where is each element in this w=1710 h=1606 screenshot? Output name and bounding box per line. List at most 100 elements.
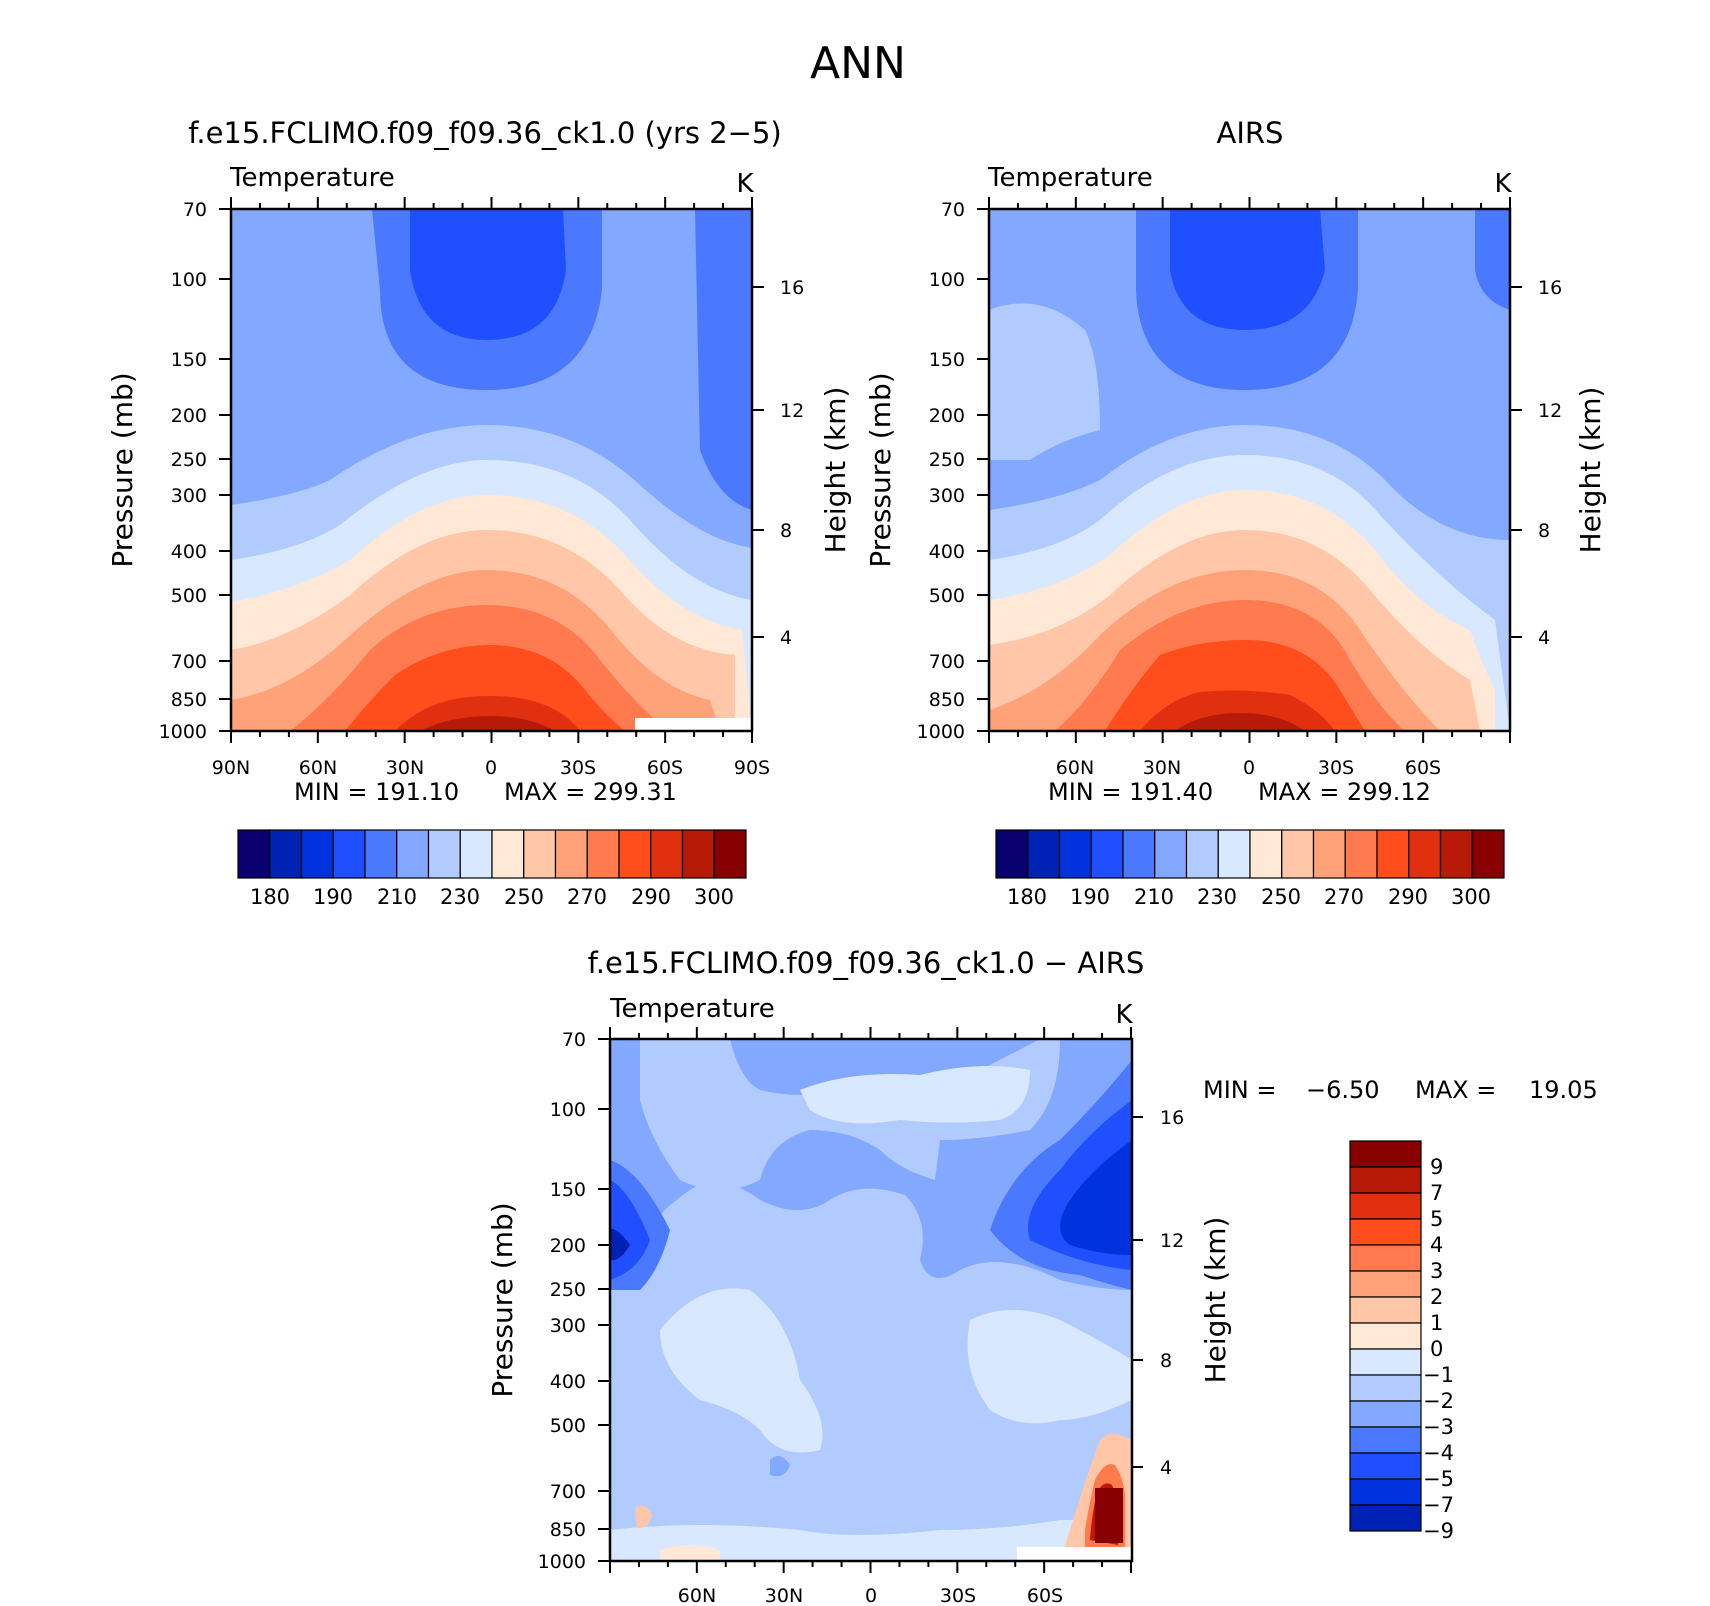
- y2-tick-label: 4: [1538, 627, 1550, 649]
- colorbar-label: 190: [313, 885, 353, 909]
- max-label: MAX = 299.31: [504, 778, 677, 806]
- x-tick-label: 30N: [765, 1585, 803, 1606]
- panel-model: f.e15.FCLIMO.f09_f09.36_ck1.0 (yrs 2−5) …: [106, 116, 852, 909]
- y-tick-label: 400: [171, 541, 207, 563]
- contour-band: [410, 209, 566, 340]
- contour-band: [1175, 713, 1305, 731]
- colorbar-swatch: [332, 829, 366, 879]
- colorbar-label: −9: [1423, 1519, 1454, 1543]
- contour-band: [800, 1066, 1030, 1124]
- units-label: K: [1494, 169, 1512, 199]
- colorbar-label: −1: [1423, 1363, 1454, 1387]
- colorbar-swatch: [1122, 829, 1156, 879]
- colorbar-swatch: [396, 829, 430, 879]
- y-tick-label: 250: [929, 449, 965, 471]
- contour-band: [967, 1310, 1132, 1424]
- y-tick-label: 250: [550, 1279, 586, 1301]
- contour-band: [770, 1456, 790, 1477]
- contour-band: [610, 1228, 630, 1261]
- y2-tick-label: 12: [780, 400, 804, 422]
- x-tick-label: 30N: [386, 757, 424, 779]
- y2-axis-title: Height (km): [1199, 1217, 1232, 1384]
- y-tick-label: 200: [929, 405, 965, 427]
- x-tick-label: 30S: [940, 1585, 976, 1606]
- colorbar-swatch: [237, 829, 271, 879]
- colorbar-swatch: [1349, 1504, 1422, 1532]
- colorbar-swatch: [713, 829, 747, 879]
- colorbar-swatch: [300, 829, 334, 879]
- missing-data-region: [1017, 1547, 1132, 1561]
- colorbar-swatch: [1027, 829, 1061, 879]
- y-axis-title: Pressure (mb): [864, 372, 897, 567]
- colorbar-swatch: [681, 829, 715, 879]
- colorbar-swatch: [1349, 1244, 1422, 1272]
- colorbar-label: 4: [1430, 1233, 1443, 1257]
- tick-marks: [219, 197, 1522, 1573]
- colorbar-label: 300: [694, 885, 734, 909]
- contour-band: [660, 1288, 823, 1453]
- colorbar-label: 290: [1388, 885, 1428, 909]
- max-label: MAX = 299.12: [1258, 778, 1431, 806]
- y-tick-label: 700: [171, 651, 207, 673]
- y-tick-label: 300: [171, 485, 207, 507]
- y-tick-label: 70: [183, 199, 207, 221]
- colorbar: [1349, 1140, 1422, 1532]
- contour-field: [610, 1039, 1132, 1561]
- x-tick-label: 0: [485, 757, 497, 779]
- y-tick-label: 150: [550, 1179, 586, 1201]
- colorbar-swatch: [1312, 829, 1346, 879]
- y-tick-label: 1000: [538, 1551, 586, 1573]
- y2-tick-label: 16: [1160, 1107, 1184, 1129]
- x-tick-label: 60N: [678, 1585, 716, 1606]
- colorbar-swatch: [1185, 829, 1219, 879]
- colorbar-swatch: [459, 829, 493, 879]
- colorbar-swatch: [1349, 1400, 1422, 1428]
- contour-band: [345, 645, 625, 731]
- y2-axis-title: Height (km): [819, 387, 852, 554]
- colorbar-label: 270: [1324, 885, 1364, 909]
- y-tick-label: 100: [929, 269, 965, 291]
- colorbar-swatch: [523, 829, 557, 879]
- colorbar-swatch: [1249, 829, 1283, 879]
- colorbar-swatch: [1349, 1296, 1422, 1324]
- colorbar-labels: 9 7 5 4 3 2 1 0 −1 −2 −3 −4 −5 −7 −9: [1423, 1155, 1454, 1543]
- contour-band: [695, 209, 752, 510]
- contour-field: [231, 209, 752, 731]
- colorbar-label: 7: [1430, 1181, 1443, 1205]
- colorbar-label: 290: [631, 885, 671, 909]
- y-tick-label: 500: [550, 1415, 586, 1437]
- colorbar-swatch: [1349, 1140, 1422, 1168]
- variable-label: Temperature: [987, 163, 1153, 193]
- colorbar-swatch: [1281, 829, 1315, 879]
- x-ticks: 90N 60N 30N 0 30S 60S 90S: [212, 757, 770, 779]
- y2-tick-label: 12: [1160, 1230, 1184, 1252]
- y2-ticks: 16 12 8 4: [1538, 277, 1562, 649]
- missing-data-region: [635, 718, 752, 731]
- y-tick-label: 1000: [159, 721, 207, 743]
- y2-tick-label: 8: [780, 520, 792, 542]
- y2-tick-label: 4: [780, 627, 792, 649]
- colorbar-swatch: [554, 829, 588, 879]
- y2-tick-label: 16: [780, 277, 804, 299]
- y2-tick-label: 8: [1160, 1350, 1172, 1372]
- colorbar-label: 0: [1430, 1337, 1443, 1361]
- colorbar-swatch: [1349, 1192, 1422, 1220]
- colorbar-label: −2: [1423, 1389, 1454, 1413]
- colorbar-labels: 180 190 210 230 250 270 290 300: [250, 885, 734, 909]
- colorbar-swatch: [427, 829, 461, 879]
- colorbar-swatch: [1471, 829, 1505, 879]
- x-ticks: 60N 30N 0 30S 60S: [1056, 757, 1441, 779]
- contour-band: [610, 1520, 1132, 1561]
- y-axis-title: Pressure (mb): [486, 1202, 519, 1397]
- x-tick-label: 0: [865, 1585, 877, 1606]
- colorbar-labels: 180 190 210 230 250 270 290 300: [1007, 885, 1491, 909]
- y-tick-label: 700: [550, 1481, 586, 1503]
- contour-field: [989, 209, 1510, 731]
- colorbar-label: −7: [1423, 1493, 1454, 1517]
- y2-ticks: 16 12 8 4: [1160, 1107, 1184, 1479]
- y-ticks: 70 100 150 200 250 300 400 500 700 850 1…: [538, 1029, 586, 1573]
- y-tick-label: 150: [929, 349, 965, 371]
- colorbar-label: 190: [1070, 885, 1110, 909]
- contour-band: [420, 716, 555, 731]
- y2-tick-label: 8: [1538, 520, 1550, 542]
